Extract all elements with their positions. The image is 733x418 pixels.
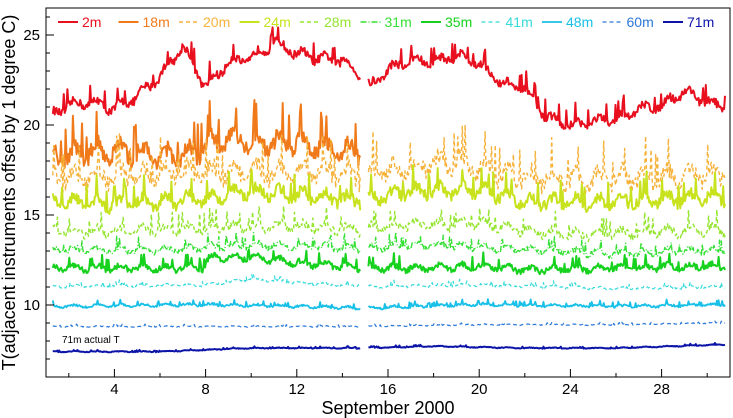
- x-tick-label: 4: [110, 381, 118, 398]
- legend-label-2m: 2m: [82, 14, 101, 30]
- legend-label-60m: 60m: [627, 14, 654, 30]
- series-line-31m-seg0: [52, 231, 361, 256]
- axes: 4 8 12 16 20 24 28 10 15 20 25: [23, 16, 708, 398]
- legend-label-20m: 20m: [203, 14, 230, 30]
- y-tick-label: 10: [23, 297, 40, 314]
- y-axis-title: T(adjacent instruments offset by 1 degre…: [0, 15, 19, 371]
- legend-label-18m: 18m: [143, 14, 170, 30]
- x-tick-label: 28: [653, 381, 670, 398]
- plot-lines: [51, 26, 726, 354]
- legend-label-48m: 48m: [566, 14, 593, 30]
- series-line-24m-seg1: [367, 164, 726, 213]
- x-tick-label: 16: [380, 381, 397, 398]
- series-line-48m-seg0: [51, 298, 361, 311]
- legend-label-28m: 28m: [324, 14, 351, 30]
- y-tick-label: 15: [23, 207, 40, 224]
- series-line-28m-seg0: [52, 205, 361, 240]
- series-line-60m-seg0: [52, 323, 361, 328]
- series-line-24m-seg0: [51, 168, 362, 215]
- y-tick-label: 20: [23, 117, 40, 134]
- series-line-60m-seg1: [368, 320, 726, 328]
- legend: 2m 18m 20m 24m 28m 31m 35m 41m 48m 60m 71m: [58, 14, 714, 30]
- legend-label-31m: 31m: [385, 14, 412, 30]
- series-line-28m-seg1: [367, 207, 726, 243]
- legend-label-41m: 41m: [506, 14, 533, 30]
- series-line-18m-seg0: [51, 99, 362, 170]
- legend-label-71m: 71m: [687, 14, 714, 30]
- legend-label-24m: 24m: [264, 14, 291, 30]
- series-line-35m-seg0: [51, 248, 362, 275]
- x-tick-label: 24: [562, 381, 579, 398]
- series-line-31m-seg1: [368, 231, 726, 260]
- legend-label-35m: 35m: [445, 14, 472, 30]
- series-line-71m-seg1: [368, 342, 726, 350]
- x-tick-label: 20: [471, 381, 488, 398]
- series-line-2m-seg1: [367, 43, 726, 130]
- series-line-20m-seg1: [367, 124, 726, 195]
- series-line-71m-seg0: [52, 345, 361, 354]
- series-line-35m-seg1: [367, 251, 726, 276]
- x-tick-label: 12: [288, 381, 305, 398]
- x-axis-title: September 2000: [321, 398, 454, 418]
- series-line-2m-seg0: [51, 26, 362, 117]
- annotation-text: 71m actual T: [62, 335, 120, 346]
- series-line-41m-seg0: [52, 274, 361, 290]
- y-tick-label: 25: [23, 27, 40, 44]
- series-line-48m-seg1: [367, 298, 726, 311]
- x-tick-label: 8: [201, 381, 209, 398]
- series-line-41m-seg1: [368, 278, 726, 291]
